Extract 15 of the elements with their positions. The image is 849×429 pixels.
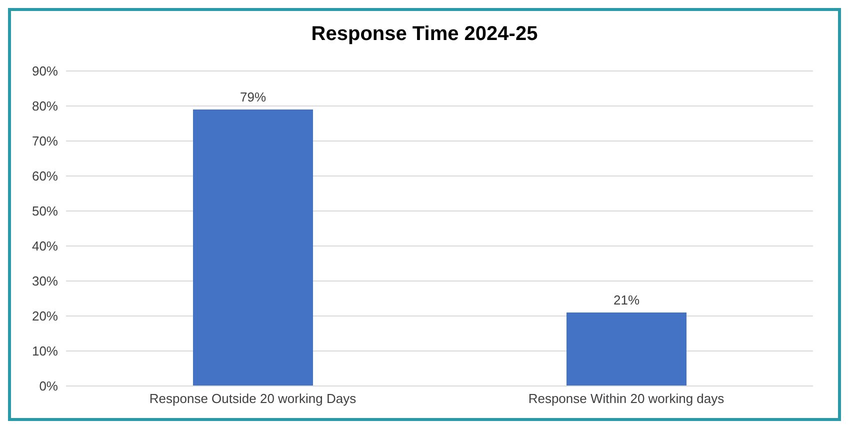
y-tick-label: 50% <box>32 204 58 219</box>
y-tick-label: 10% <box>32 344 58 359</box>
y-tick-label: 20% <box>32 308 58 324</box>
data-label: 21% <box>613 292 640 308</box>
y-tick-label: 40% <box>32 238 58 254</box>
y-tick-label: 90% <box>32 64 58 79</box>
y-tick-label: 0% <box>39 378 58 394</box>
data-label: 79% <box>240 90 266 104</box>
y-tick-label: 70% <box>32 134 58 149</box>
y-tick-label: 30% <box>32 274 58 289</box>
x-tick-label: Response Within 20 working days <box>528 391 725 406</box>
x-tick-label: Response Outside 20 working Days <box>149 391 357 406</box>
chart-title: Response Time 2024-25 <box>310 23 539 46</box>
y-tick-label: 60% <box>32 168 58 184</box>
y-tick-label: 80% <box>32 98 58 114</box>
